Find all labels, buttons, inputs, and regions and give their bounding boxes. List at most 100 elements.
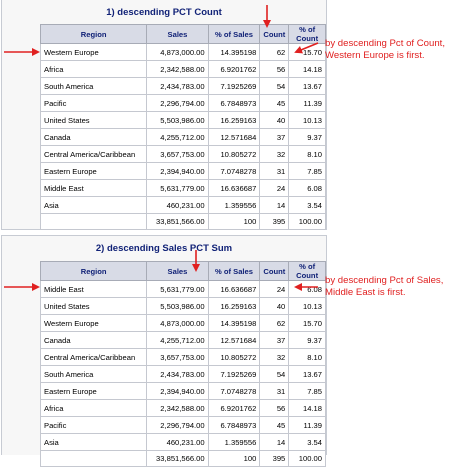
- header-sales: Sales: [146, 24, 209, 44]
- table-row: Central America/Caribbean 3,657,753.00 10.…: [39, 145, 326, 163]
- cell-pct-count: 11.39: [288, 416, 326, 434]
- header-pct-count: % of Count: [288, 24, 326, 44]
- cell-pct-sales: 6.9201762: [207, 399, 261, 417]
- table-row: Middle East 5,631,779.00 16.636687 24 6.08: [39, 179, 326, 197]
- table-row: Asia 460,231.00 1.359556 14 3.54: [39, 433, 326, 451]
- total-row: 33,851,566.00 100 395 100.00: [39, 213, 326, 230]
- cell-region: United States: [39, 297, 148, 315]
- cell-pct-count: 15.70: [288, 43, 326, 61]
- cell-sales: 2,342,588.00: [146, 399, 209, 417]
- table-row: Africa 2,342,588.00 6.9201762 56 14.18: [39, 399, 326, 417]
- cell-sales: 2,394,940.00: [146, 162, 209, 180]
- cell-sales: 2,434,783.00: [146, 365, 209, 383]
- cell-count: 40: [259, 111, 290, 129]
- cell-pct-count: 100.00: [288, 450, 326, 467]
- cell-pct-sales: 10.805272: [207, 348, 261, 366]
- annotation-line: Western Europe is first.: [325, 50, 425, 61]
- cell-pct-sales: 7.1925269: [207, 77, 261, 95]
- table-row: United States 5,503,986.00 16.259163 40 10.1…: [39, 111, 326, 129]
- cell-count: 24: [259, 280, 290, 298]
- cell-pct-sales: 6.7848973: [207, 416, 261, 434]
- table-row: Canada 4,255,712.00 12.571684 37 9.37: [39, 128, 326, 146]
- cell-count: 395: [259, 450, 290, 467]
- cell-pct-count: 7.85: [288, 382, 326, 400]
- report-table: Region Sales % of Sales Count % of Count…: [39, 261, 326, 467]
- header-row: Region Sales % of Sales Count % of Count: [39, 261, 326, 281]
- cell-pct-count: 14.18: [288, 60, 326, 78]
- cell-pct-count: 6.08: [288, 179, 326, 197]
- cell-region: Asia: [39, 433, 148, 451]
- cell-pct-sales: 16.636687: [207, 280, 261, 298]
- cell-sales: 5,631,779.00: [146, 179, 209, 197]
- cell-count: 37: [259, 331, 290, 349]
- cell-sales: 2,394,940.00: [146, 382, 209, 400]
- table-row: Eastern Europe 2,394,940.00 7.0748278 31 7.8…: [39, 162, 326, 180]
- cell-pct-sales: 100: [207, 450, 261, 467]
- cell-region: Africa: [39, 399, 148, 417]
- cell-sales: 5,503,986.00: [146, 111, 209, 129]
- cell-count: 14: [259, 433, 290, 451]
- cell-pct-count: 14.18: [288, 399, 326, 417]
- cell-count: 45: [259, 416, 290, 434]
- cell-sales: 33,851,566.00: [146, 450, 209, 467]
- cell-sales: 2,342,588.00: [146, 60, 209, 78]
- cell-sales: 3,657,753.00: [146, 348, 209, 366]
- cell-sales: 5,503,986.00: [146, 297, 209, 315]
- cell-pct-sales: 16.636687: [207, 179, 261, 197]
- cell-region: Asia: [39, 196, 148, 214]
- cell-pct-count: 10.13: [288, 111, 326, 129]
- table-row: South America 2,434,783.00 7.1925269 54 13.6…: [39, 77, 326, 95]
- table-row: Asia 460,231.00 1.359556 14 3.54: [39, 196, 326, 214]
- cell-pct-count: 9.37: [288, 128, 326, 146]
- report-caption: 1) descending PCT Count: [106, 7, 222, 18]
- cell-region: Western Europe: [39, 43, 148, 61]
- report-panel-1: 1) descending PCT Count Region Sales % o…: [1, 0, 327, 230]
- cell-count: 54: [259, 77, 290, 95]
- cell-sales: 2,296,794.00: [146, 416, 209, 434]
- cell-pct-sales: 16.259163: [207, 297, 261, 315]
- cell-count: 37: [259, 128, 290, 146]
- cell-count: 45: [259, 94, 290, 112]
- cell-sales: 5,631,779.00: [146, 280, 209, 298]
- cell-pct-sales: 14.395198: [207, 43, 261, 61]
- cell-count: 56: [259, 60, 290, 78]
- cell-pct-sales: 7.1925269: [207, 365, 261, 383]
- table-row: Middle East 5,631,779.00 16.636687 24 6.08: [39, 280, 326, 298]
- cell-count: 40: [259, 297, 290, 315]
- cell-count: 14: [259, 196, 290, 214]
- cell-region: Central America/Caribbean: [39, 348, 148, 366]
- cell-region: Pacific: [39, 416, 148, 434]
- cell-sales: 3,657,753.00: [146, 145, 209, 163]
- cell-region: United States: [39, 111, 148, 129]
- cell-sales: 4,873,000.00: [146, 314, 209, 332]
- cell-pct-sales: 6.7848973: [207, 94, 261, 112]
- cell-pct-count: 8.10: [288, 348, 326, 366]
- table-row: Pacific 2,296,794.00 6.7848973 45 11.39: [39, 416, 326, 434]
- cell-region: Eastern Europe: [39, 382, 148, 400]
- header-row: Region Sales % of Sales Count % of Count: [39, 24, 326, 44]
- table-row: Western Europe 4,873,000.00 14.395198 62 15.…: [39, 43, 326, 61]
- cell-pct-count: 13.67: [288, 77, 326, 95]
- report-table: Region Sales % of Sales Count % of Count…: [39, 24, 326, 230]
- cell-count: 32: [259, 145, 290, 163]
- cell-region: Middle East: [39, 179, 148, 197]
- cell-pct-sales: 1.359556: [207, 433, 261, 451]
- cell-count: 395: [259, 213, 290, 230]
- cell-pct-count: 10.13: [288, 297, 326, 315]
- header-count: Count: [259, 261, 290, 281]
- cell-sales: 460,231.00: [146, 196, 209, 214]
- cell-pct-count: 15.70: [288, 314, 326, 332]
- annotation-line: by descending Pct of Sales,: [325, 275, 444, 286]
- cell-sales: 33,851,566.00: [146, 213, 209, 230]
- cell-region: Central America/Caribbean: [39, 145, 148, 163]
- cell-pct-count: 8.10: [288, 145, 326, 163]
- cell-region: Western Europe: [39, 314, 148, 332]
- cell-pct-sales: 12.571684: [207, 128, 261, 146]
- cell-region: [39, 213, 148, 230]
- cell-pct-sales: 14.395198: [207, 314, 261, 332]
- annotation-note-1: by descending Pct of Count, Western Euro…: [325, 38, 445, 62]
- cell-sales: 4,873,000.00: [146, 43, 209, 61]
- cell-pct-sales: 7.0748278: [207, 382, 261, 400]
- cell-pct-sales: 10.805272: [207, 145, 261, 163]
- cell-pct-sales: 1.359556: [207, 196, 261, 214]
